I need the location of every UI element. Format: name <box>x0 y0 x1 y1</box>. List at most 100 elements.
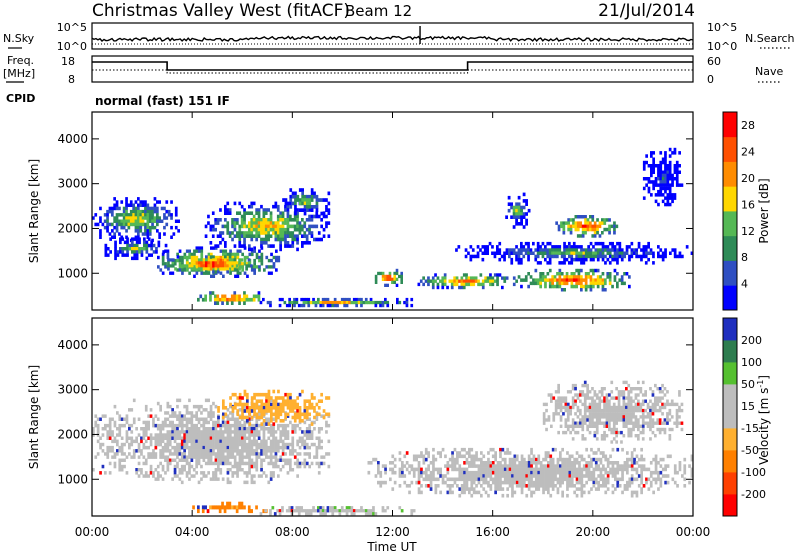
echo-cell <box>325 420 328 425</box>
echo-cell <box>132 209 135 214</box>
echo-cell <box>525 464 529 468</box>
echo-cell <box>563 281 566 286</box>
echo-cell <box>173 258 177 263</box>
echo-cell <box>188 477 191 481</box>
echo-cell <box>626 451 629 455</box>
echo-cell <box>146 203 150 207</box>
echo-cell <box>142 433 146 437</box>
echo-cell <box>144 222 147 227</box>
echo-cell <box>190 427 194 431</box>
echo-cell <box>584 281 588 286</box>
echo-cell <box>118 414 122 418</box>
echo-cell <box>487 451 490 455</box>
echo-cell <box>207 455 210 459</box>
echo-cell <box>284 442 287 447</box>
echo-cell <box>277 423 280 428</box>
echo-cell <box>384 467 387 472</box>
echo-cell <box>566 477 569 482</box>
echo-cell <box>315 455 319 459</box>
echo-cell <box>556 457 560 462</box>
echo-cell <box>209 436 213 440</box>
echo-cell <box>113 197 116 201</box>
echo-cell <box>467 251 470 255</box>
echo-cell <box>229 430 232 434</box>
echo-cell <box>510 215 513 219</box>
echo-cell <box>125 417 129 421</box>
echo-cell <box>125 219 128 223</box>
echo-cell <box>553 245 557 249</box>
echo-cell <box>119 237 122 241</box>
echo-cell <box>238 211 242 215</box>
echo-cell <box>591 418 594 422</box>
echo-cell <box>505 276 509 280</box>
echo-cell <box>583 437 587 441</box>
echo-cell <box>427 467 430 472</box>
echo-cell <box>224 224 227 229</box>
echo-cell <box>581 393 585 397</box>
echo-cell <box>119 247 122 251</box>
echo-cell <box>491 467 495 472</box>
echo-cell <box>487 467 490 472</box>
echo-cell <box>439 451 442 455</box>
echo-cell <box>218 297 222 302</box>
echo-cell <box>271 506 275 510</box>
echo-cell <box>628 457 632 462</box>
echo-cell <box>424 477 428 482</box>
echo-cell <box>211 291 215 295</box>
echo-cell <box>507 195 511 200</box>
echo-cell <box>262 430 266 434</box>
echo-cell <box>458 451 462 455</box>
echo-cell <box>236 439 239 444</box>
echo-cell <box>470 279 473 283</box>
echo-cell <box>274 455 278 459</box>
echo-cell <box>523 464 526 468</box>
echo-cell <box>305 436 309 440</box>
echo-cell <box>626 487 629 491</box>
echo-cell <box>468 454 471 459</box>
echo-cell <box>174 225 178 230</box>
echo-cell <box>250 211 254 215</box>
echo-cell <box>503 470 507 475</box>
echo-cell <box>568 245 571 249</box>
echo-cell <box>106 253 110 257</box>
echo-cell <box>161 452 165 456</box>
echo-cell <box>546 278 550 282</box>
echo-cell <box>131 256 134 261</box>
echo-cell <box>291 402 295 407</box>
echo-cell <box>214 227 217 232</box>
echo-cell <box>610 412 614 416</box>
echo-cell <box>579 421 582 425</box>
echo-cell <box>493 273 497 277</box>
echo-cell <box>207 445 210 450</box>
echo-cell <box>592 245 595 249</box>
echo-cell <box>613 245 617 249</box>
echo-cell <box>594 248 598 252</box>
echo-cell <box>248 427 251 431</box>
echo-cell <box>137 209 140 214</box>
echo-cell <box>92 433 95 437</box>
echo-cell <box>575 477 579 482</box>
echo-cell <box>352 509 356 513</box>
echo-cell <box>573 461 576 465</box>
echo-cell <box>527 487 531 491</box>
echo-cell <box>243 221 246 225</box>
echo-cell <box>267 218 270 222</box>
echo-cell <box>238 297 241 302</box>
echo-cell <box>577 268 581 273</box>
echo-cell <box>517 257 521 262</box>
echo-cell <box>552 415 556 419</box>
echo-cell <box>286 214 290 219</box>
echo-cell <box>470 474 474 478</box>
echo-cell <box>202 264 206 268</box>
echo-cell <box>532 467 536 472</box>
echo-cell <box>152 423 155 428</box>
echo-cell <box>101 427 105 431</box>
echo-cell <box>582 257 586 262</box>
echo-cell <box>310 442 314 447</box>
echo-cell <box>580 251 583 255</box>
echo-cell <box>439 474 442 478</box>
echo-cell <box>257 430 261 434</box>
echo-cell <box>224 449 227 453</box>
echo-cell <box>195 265 199 269</box>
echo-cell <box>613 278 617 282</box>
